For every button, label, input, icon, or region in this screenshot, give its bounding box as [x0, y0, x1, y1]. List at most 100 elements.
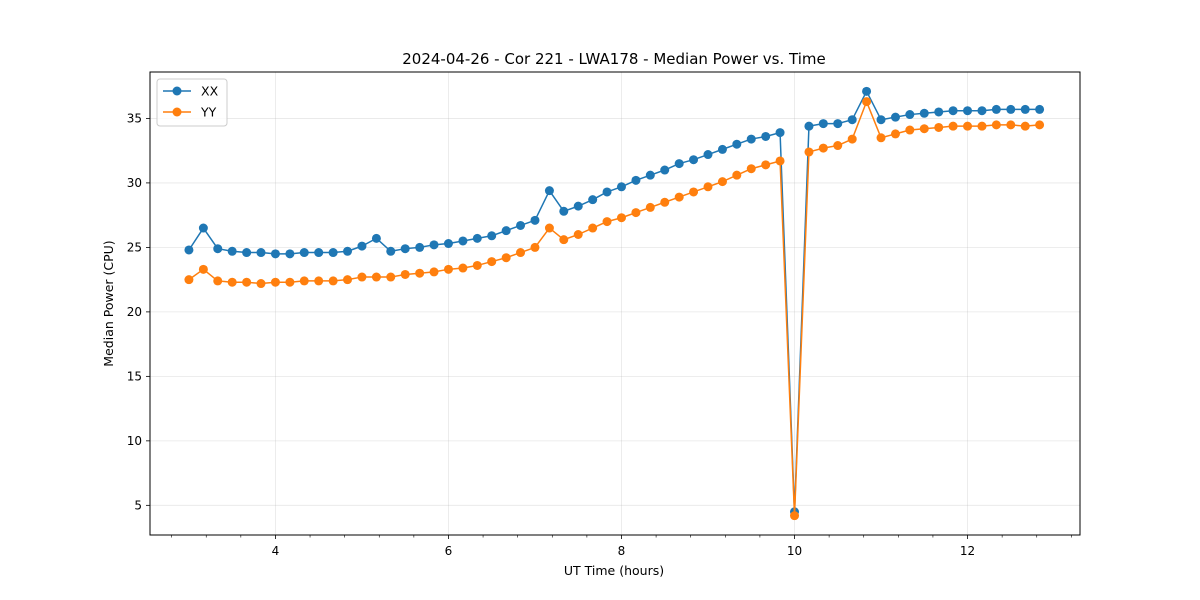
legend-label-xx: XX [201, 84, 219, 99]
data-point-xx [184, 245, 194, 255]
data-point-xx [270, 249, 280, 259]
plot-frame [149, 71, 1081, 536]
data-point-yy [371, 272, 381, 282]
data-point-yy [616, 213, 626, 223]
data-point-xx [343, 246, 353, 256]
data-point-xx [328, 248, 338, 258]
data-point-yy [443, 264, 453, 274]
data-point-yy [227, 277, 237, 287]
data-point-yy [847, 134, 857, 144]
data-point-yy [328, 276, 338, 286]
y-tick-label: 25 [127, 240, 142, 254]
data-point-xx [357, 241, 367, 251]
data-point-yy [1006, 120, 1016, 130]
y-tick-label: 35 [127, 111, 142, 125]
data-point-xx [487, 231, 497, 241]
data-point-yy [184, 275, 194, 285]
data-point-xx [948, 106, 958, 116]
data-point-yy [516, 248, 526, 258]
data-point-yy [544, 223, 554, 233]
data-point-xx [963, 106, 973, 116]
data-point-xx [645, 170, 655, 180]
data-point-yy [343, 275, 353, 285]
y-tick-label: 10 [127, 434, 142, 448]
data-point-xx [429, 240, 439, 250]
data-point-xx [559, 206, 569, 216]
x-tick-label: 10 [787, 544, 802, 558]
data-point-yy [804, 147, 814, 157]
data-point-yy [876, 133, 886, 143]
data-point-xx [472, 233, 482, 243]
data-point-yy [487, 257, 497, 267]
data-point-yy [501, 253, 511, 263]
data-point-yy [991, 120, 1001, 130]
data-point-yy [905, 125, 915, 135]
data-point-xx [544, 186, 554, 196]
data-point-xx [660, 165, 670, 175]
data-point-xx [804, 121, 814, 131]
data-point-xx [573, 201, 583, 211]
y-axis-label: Median Power (CPU) [101, 240, 116, 366]
data-point-xx [285, 249, 295, 259]
data-point-xx [732, 139, 742, 149]
data-point-xx [443, 239, 453, 249]
data-point-xx [919, 108, 929, 118]
data-point-yy [458, 263, 468, 273]
legend-marker-yy [172, 107, 182, 117]
data-point-xx [847, 115, 857, 125]
data-point-yy [314, 276, 324, 286]
chart-title: 2024-04-26 - Cor 221 - LWA178 - Median P… [402, 50, 826, 68]
x-tick-label: 12 [960, 544, 975, 558]
data-point-yy [588, 223, 598, 233]
data-point-xx [1006, 104, 1016, 114]
data-point-xx [761, 131, 771, 141]
data-point-xx [227, 246, 237, 256]
data-point-xx [717, 144, 727, 154]
data-point-yy [386, 272, 396, 282]
data-point-yy [573, 230, 583, 240]
data-point-yy [299, 276, 309, 286]
data-point-yy [631, 208, 641, 218]
data-point-xx [862, 86, 872, 96]
data-point-xx [631, 175, 641, 185]
data-point-yy [717, 177, 727, 187]
data-point-yy [1035, 120, 1045, 130]
data-point-yy [198, 264, 208, 274]
legend-marker-xx [172, 86, 182, 96]
data-point-yy [746, 164, 756, 174]
data-point-xx [746, 134, 756, 144]
x-tick-label: 8 [618, 544, 626, 558]
data-point-xx [689, 155, 699, 165]
data-point-xx [905, 110, 915, 120]
data-point-xx [371, 233, 381, 243]
data-point-yy [862, 97, 872, 107]
y-tick-label: 5 [134, 498, 142, 512]
data-point-xx [415, 242, 425, 252]
data-point-xx [876, 115, 886, 125]
data-point-yy [934, 122, 944, 132]
data-point-yy [645, 202, 655, 212]
data-point-xx [1020, 104, 1030, 114]
data-point-xx [833, 119, 843, 129]
data-point-yy [357, 272, 367, 282]
data-point-yy [977, 121, 987, 131]
y-tick-label: 30 [127, 176, 142, 190]
data-point-yy [919, 124, 929, 134]
data-point-yy [833, 141, 843, 151]
data-point-xx [674, 159, 684, 169]
data-point-yy [242, 277, 252, 287]
data-point-xx [256, 248, 266, 258]
data-point-xx [890, 112, 900, 122]
x-tick-label: 6 [445, 544, 453, 558]
series-layer [184, 86, 1045, 521]
data-point-yy [415, 268, 425, 278]
data-point-yy [559, 235, 569, 245]
data-point-yy [818, 143, 828, 153]
data-point-xx [299, 248, 309, 258]
data-point-xx [458, 236, 468, 246]
data-point-xx [386, 246, 396, 256]
data-point-xx [501, 226, 511, 236]
data-point-yy [213, 276, 223, 286]
data-point-xx [616, 182, 626, 192]
